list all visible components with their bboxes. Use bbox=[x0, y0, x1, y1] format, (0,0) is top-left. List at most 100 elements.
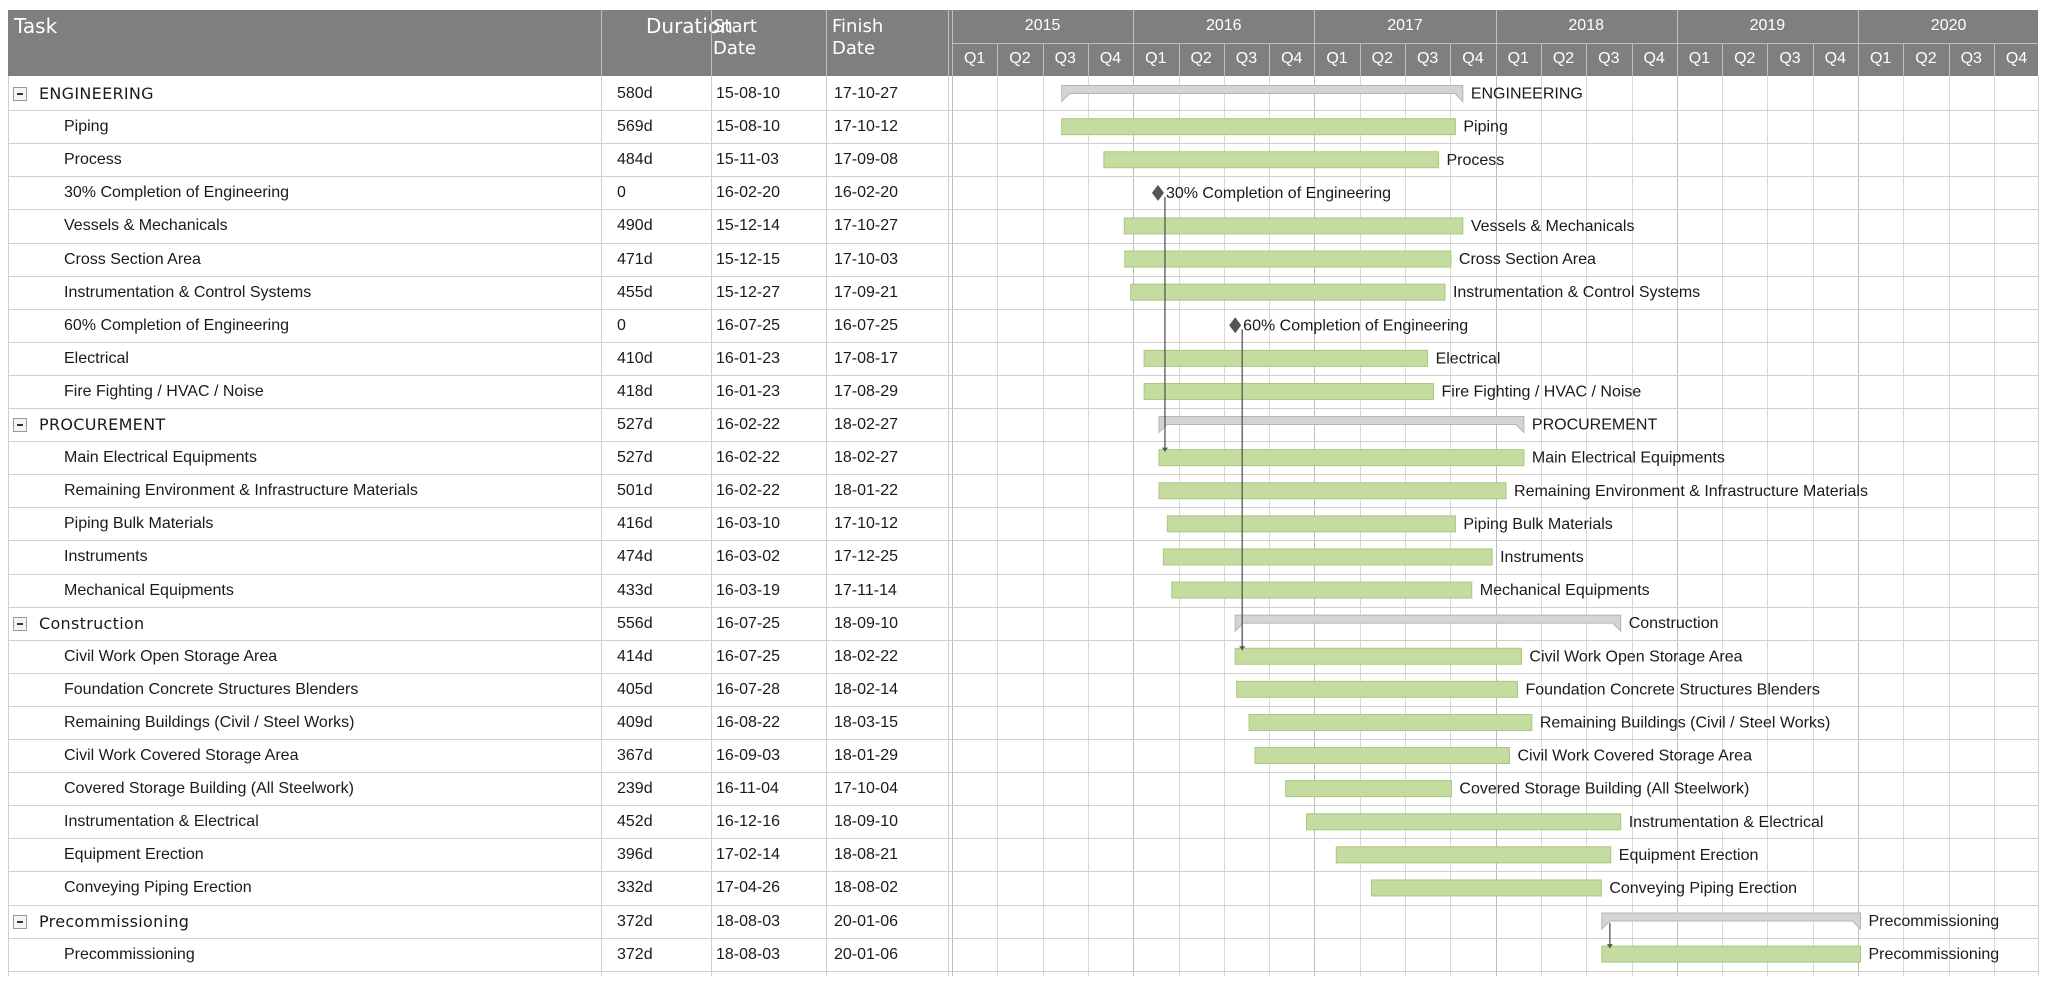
milestone-diamond[interactable] bbox=[1229, 317, 1242, 334]
duration-column-header[interactable]: Duration bbox=[646, 14, 733, 38]
task-duration: 396d bbox=[617, 846, 653, 864]
collapse-icon[interactable] bbox=[13, 616, 27, 631]
task-start-date: 16-02-20 bbox=[716, 184, 781, 202]
task-start-date: 16-03-19 bbox=[716, 581, 781, 599]
summary-row[interactable]: PROCUREMENT 527d 16-02-22 18-02-27 bbox=[8, 408, 948, 441]
summary-bar[interactable] bbox=[1234, 614, 1622, 633]
quarter-label: Q3 bbox=[1416, 50, 1439, 67]
task-bar[interactable] bbox=[1601, 945, 1861, 963]
summary-row[interactable]: ENGINEERING 580d 15-08-10 17-10-27 bbox=[8, 77, 948, 110]
task-bar[interactable] bbox=[1143, 349, 1429, 367]
summary-bar[interactable] bbox=[1601, 912, 1861, 931]
task-row[interactable]: Process 484d 15-11-03 17-09-08 bbox=[8, 143, 948, 176]
collapse-icon[interactable] bbox=[13, 914, 27, 929]
task-start-date: 15-11-03 bbox=[716, 151, 779, 169]
task-duration: 372d bbox=[617, 945, 653, 963]
task-row[interactable]: Piping 569d 15-08-10 17-10-12 bbox=[8, 110, 948, 143]
summary-row[interactable]: Precommissioning 372d 18-08-03 20-01-06 bbox=[8, 905, 948, 938]
task-row[interactable]: Vessels & Mechanicals 490d 15-12-14 17-10-2… bbox=[8, 209, 948, 242]
task-bar[interactable] bbox=[1162, 548, 1493, 566]
task-start-date: 16-11-04 bbox=[716, 780, 779, 798]
task-bar[interactable] bbox=[1124, 250, 1452, 268]
task-finish-date: 17-10-03 bbox=[834, 250, 899, 268]
task-row[interactable]: Instrumentation & Electrical 452d 16-12-16… bbox=[8, 805, 948, 838]
task-bar[interactable] bbox=[1143, 382, 1435, 400]
task-finish-date: 17-10-27 bbox=[834, 217, 899, 235]
milestone-diamond[interactable] bbox=[1151, 184, 1164, 201]
task-row[interactable]: 30% Completion of Engineering 0 16-02-20 16… bbox=[8, 176, 948, 209]
task-finish-date: 17-10-27 bbox=[834, 85, 899, 102]
task-bar[interactable] bbox=[1103, 151, 1440, 169]
task-name: Fire Fighting / HVAC / Noise bbox=[64, 382, 264, 400]
task-bar[interactable] bbox=[1236, 680, 1518, 698]
task-duration: 410d bbox=[617, 349, 653, 367]
task-row[interactable]: Piping Bulk Materials 416d 16-03-10 17-10-1… bbox=[8, 507, 948, 540]
task-name: Main Electrical Equipments bbox=[64, 449, 257, 467]
task-row[interactable]: Instrumentation & Control Systems 455d 15-… bbox=[8, 276, 948, 309]
task-bar[interactable] bbox=[1166, 515, 1456, 533]
quarter-label: Q1 bbox=[1145, 50, 1167, 67]
task-row[interactable]: 60% Completion of Engineering 0 16-07-25 16… bbox=[8, 309, 948, 342]
task-row[interactable]: Covered Storage Building (All Steelwork)… bbox=[8, 772, 948, 805]
task-name: Covered Storage Building (All Steelwork) bbox=[64, 780, 354, 798]
task-row[interactable]: Civil Work Open Storage Area 414d 16-07-25… bbox=[8, 640, 948, 673]
summary-bar[interactable] bbox=[1158, 416, 1525, 434]
task-bar[interactable] bbox=[1234, 647, 1522, 665]
task-name: Mechanical Equipments bbox=[64, 581, 234, 599]
bar-label: Foundation Concrete Structures Blenders bbox=[1525, 681, 1819, 698]
task-row[interactable]: Conveying Piping Erection 332d 17-04-26 18-… bbox=[8, 871, 948, 904]
task-bar[interactable] bbox=[1248, 713, 1533, 731]
task-row[interactable]: Remaining Buildings (Civil / Steel Works… bbox=[8, 706, 948, 739]
collapse-icon[interactable] bbox=[13, 418, 27, 432]
quarter-label: Q1 bbox=[1507, 50, 1529, 67]
task-start-date: 15-08-10 bbox=[716, 85, 781, 102]
task-row[interactable]: Instruments 474d 16-03-02 17-12-25 bbox=[8, 540, 948, 573]
bar-label: Equipment Erection bbox=[1619, 847, 1759, 864]
quarter-label: Q3 bbox=[1779, 50, 1801, 67]
task-start-date: 16-01-23 bbox=[716, 349, 781, 367]
task-row[interactable]: Mechanical Equipments 433d 16-03-19 17-11-1… bbox=[8, 574, 948, 607]
summary-bar[interactable] bbox=[1061, 85, 1464, 103]
task-duration: 501d bbox=[617, 482, 653, 500]
task-name: 30% Completion of Engineering bbox=[64, 184, 290, 202]
quarter-label: Q3 bbox=[1235, 50, 1258, 67]
bar-label: Mechanical Equipments bbox=[1480, 582, 1650, 599]
finish-date-column-header[interactable]: Finish Date bbox=[832, 16, 884, 59]
task-start-date: 16-09-03 bbox=[716, 747, 781, 764]
task-name: Civil Work Open Storage Area bbox=[64, 647, 278, 665]
task-bar[interactable] bbox=[1171, 581, 1473, 599]
task-bar[interactable] bbox=[1335, 846, 1612, 864]
task-bar[interactable] bbox=[1061, 118, 1456, 136]
task-bar[interactable] bbox=[1158, 482, 1507, 500]
quarter-label: Q3 bbox=[1598, 50, 1620, 67]
task-row[interactable]: Foundation Concrete Structures Blenders 4… bbox=[8, 673, 948, 706]
task-row[interactable]: Remaining Environment & Infrastructure M… bbox=[8, 474, 948, 507]
task-row[interactable]: Precommissioning 372d 18-08-03 20-01-06 bbox=[8, 938, 948, 971]
task-row[interactable]: Equipment Erection 396d 17-02-14 18-08-21 bbox=[8, 838, 948, 871]
task-finish-date: 18-01-22 bbox=[834, 482, 899, 500]
task-row[interactable]: Fire Fighting / HVAC / Noise 418d 16-01-23… bbox=[8, 375, 948, 408]
task-bar[interactable] bbox=[1158, 449, 1525, 467]
task-bar[interactable] bbox=[1123, 217, 1464, 235]
summary-row[interactable]: Construction 556d 16-07-25 18-09-10 bbox=[8, 607, 948, 640]
task-row[interactable]: Civil Work Covered Storage Area 367d 16-09… bbox=[8, 739, 948, 772]
task-finish-date: 20-01-06 bbox=[834, 912, 899, 930]
task-duration: 416d bbox=[617, 515, 653, 533]
task-row[interactable]: Cross Section Area 471d 15-12-15 17-10-03 bbox=[8, 243, 948, 276]
task-name: Piping bbox=[64, 118, 109, 136]
task-duration: 527d bbox=[617, 449, 653, 467]
task-finish-date: 18-09-10 bbox=[834, 813, 899, 831]
task-name: Precommissioning bbox=[64, 945, 195, 963]
task-column-header[interactable]: Task bbox=[14, 14, 58, 38]
task-bar[interactable] bbox=[1254, 747, 1511, 765]
task-bar[interactable] bbox=[1370, 879, 1602, 897]
collapse-icon[interactable] bbox=[13, 87, 27, 101]
task-row[interactable]: Main Electrical Equipments 527d 16-02-22 18… bbox=[8, 441, 948, 474]
task-bar[interactable] bbox=[1130, 283, 1446, 301]
task-bar[interactable] bbox=[1285, 780, 1452, 798]
start-date-column-header[interactable]: Start Date bbox=[713, 16, 757, 59]
task-row[interactable]: Electrical 410d 16-01-23 17-08-17 bbox=[8, 342, 948, 375]
year-label-2017: 2017 bbox=[1387, 17, 1423, 34]
task-bar[interactable] bbox=[1305, 813, 1622, 831]
task-duration: 405d bbox=[617, 680, 653, 698]
